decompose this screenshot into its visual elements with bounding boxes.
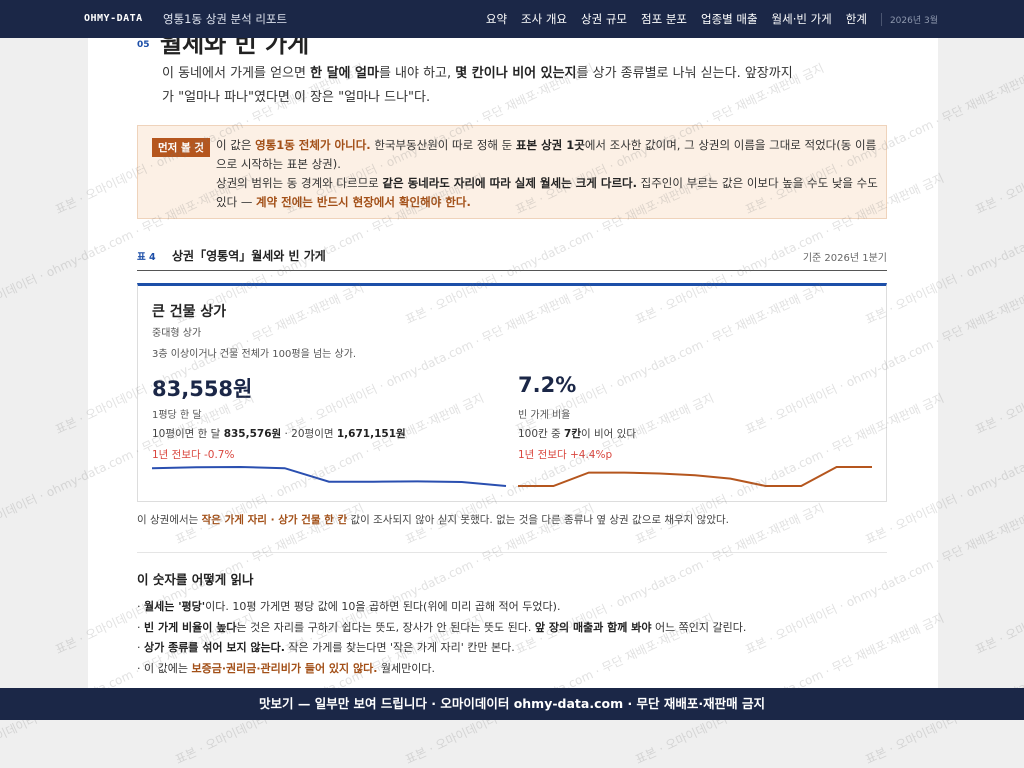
text: 몇 칸이나 비어 있는지 [455,66,577,81]
guide-title: 이 숫자를 어떻게 읽나 [137,572,254,587]
card-desc: 3층 이상이거나 건물 전체가 100평을 넘는 상가. [152,349,357,360]
text: 835,576원 [223,428,282,440]
trend-line [518,466,872,487]
rent-value: 83,558원 [152,377,253,401]
sparklines [151,465,872,487]
text: 를 상가 종류별로 나눠 싣는다. 앞장까지가 "얼마나 파나"였다면 이 장은… [162,66,793,105]
intro: 이 동네에서 가게를 얻으면 한 달에 얼마를 내야 하고, 몇 칸이나 비어 … [162,62,802,110]
guide-item: · 이 값에는 보증금·권리금·관리비가 들어 있지 않다. 월세만이다. [137,659,887,680]
nav-items: 요약 조사 개요 상권 규모 점포 분포 업종별 매출 월세·빈 가게 한계 2026년 3월 [486,11,938,27]
text: 이다. 10평 가게면 평당 값에 10을 곱하면 된다(위에 미리 곱해 적어… [205,600,561,613]
guide-item: · 월세는 '평당'이다. 10평 가게면 평당 값에 10을 곱하면 된다(위… [137,597,887,618]
vacancy-value: 7.2% [518,373,577,397]
text: 이 동네에서 가게를 얻으면 [162,66,311,81]
nav-item[interactable]: 상권 규모 [581,12,627,26]
text: 집주인이 부르는 값은 이보다 높을 수도 낮을 수도 있다 — [216,176,878,209]
divider [137,552,887,553]
nav-item[interactable]: 요약 [485,12,508,26]
text: 1,671,151원 [336,428,406,440]
text: 빈 가게 비율이 높다 [144,620,237,634]
rent-label: 1평당 한 달 [152,410,202,421]
watermark: 표본 · 오마이데이터 · ohmy-data.com · 무단 재배포·재판매… [973,501,1024,657]
text: 계약 전에는 반드시 현장에서 확인해야 한다. [255,195,471,209]
text: 한 달에 얼마 [310,66,379,81]
sheet [88,0,938,720]
text: 월세는 '평당' [144,600,206,613]
text: 어느 쪽인지 갈린다. [651,620,747,634]
text: 작은 가게 자리 · 상가 건물 한 칸 [201,514,348,526]
text: 상권의 범위는 동 경계와 다르므로 [216,176,383,190]
text: · 이 값에는 [137,661,192,675]
section-number: 05 [137,40,150,50]
text: 를 내야 하고, [378,66,456,81]
text: 월세만이다. [377,661,436,675]
notice-line: 이 값은 영통1동 전체가 아니다. 한국부동산원이 따로 정해 둔 표본 상권… [216,136,880,174]
text: 값이 조사되지 않아 싣지 못했다. 없는 것을 다른 종류나 옆 상권 값으로… [347,514,729,526]
text: 상가 종류를 섞어 보지 않는다. [144,641,285,654]
trend-line [151,465,507,487]
text: · [137,620,144,634]
rule [137,270,887,271]
text: 는 것은 자리를 구하기 쉽다는 뜻도, 장사가 안 된다는 뜻도 된다. [236,620,535,634]
brand[interactable]: OHMY-DATA [84,13,143,24]
badge: 먼저 볼 것 [152,138,210,157]
notice-line: 상권의 범위는 동 경계와 다르므로 같은 동네라도 자리에 따라 실제 월세는… [216,174,880,212]
nav-item[interactable]: 점포 분포 [641,12,687,26]
text: 앞 장의 매출과 함께 봐야 [534,620,652,634]
nav-item[interactable]: 한계 [845,12,867,26]
card-title: 큰 건물 상가 [152,304,227,320]
text: · [137,641,144,654]
nav-item[interactable]: 조사 개요 [521,12,568,26]
text: 한국부동산원이 따로 정해 둔 [370,138,516,152]
report-title: 영통1동 상권 분석 리포트 [163,12,288,26]
text: 표본 상권 1곳 [515,138,585,152]
top-nav: OHMY-DATA 영통1동 상권 분석 리포트 요약 조사 개요 상권 규모 점포 … [0,0,1024,38]
table-title: 상권「영통역」월세와 빈 가게 [172,249,326,263]
vacancy-change: 1년 전보다 +4.4%p [518,449,613,461]
text: 작은 가게를 찾는다면 '작은 가게 자리' 칸만 본다. [284,641,515,654]
text: 같은 동네라도 자리에 따라 실제 월세는 크게 다르다. [382,176,637,190]
vacancy-label: 빈 가게 비율 [518,410,571,421]
text: 이 상권에서는 [137,514,202,526]
preview-banner: 맛보기 — 일부만 보여 드립니다 · 오마이데이터 ohmy-data.com… [0,688,1024,720]
text: 이 비어 있다 [581,428,636,440]
text: 에서 조사한 값이며, 그 상권의 이름을 그대로 적었다(동 이름으로 시작하… [216,138,877,171]
guide-list: · 월세는 '평당'이다. 10평 가게면 평당 값에 10을 곱하면 된다(위… [137,597,887,679]
rent-detail: 10평이면 한 달 835,576원 · 20평이면 1,671,151원 [152,426,406,441]
text: 10평이면 한 달 [152,428,224,440]
text: 영통1동 전체가 아니다. [255,138,371,152]
text: 7칸 [564,428,582,440]
guide-item: · 상가 종류를 섞어 보지 않는다. 작은 가게를 찾는다면 '작은 가게 자… [137,638,887,659]
notice: 먼저 볼 것 이 값은 영통1동 전체가 아니다. 한국부동산원이 따로 정해 … [137,125,887,219]
vacancy-detail: 100칸 중 7칸이 비어 있다 [518,426,636,441]
watermark: 표본 · 오마이데이터 · ohmy-data.com · 무단 재배포·재판매… [973,281,1024,437]
text: · [137,600,144,613]
nav-item[interactable]: 업종별 매출 [700,12,758,26]
text: 보증금·권리금·관리비가 들어 있지 않다. [191,661,378,675]
card: 큰 건물 상가 중대형 상가 3층 이상이거나 건물 전체가 100평을 넘는 … [137,283,887,502]
text: 이 값은 [216,138,256,152]
text: · 20평이면 [281,428,337,440]
text: 100칸 중 [518,428,565,440]
footnote: 이 상권에서는 작은 가게 자리 · 상가 건물 한 칸 값이 조사되지 않아 … [137,512,897,527]
nav-item[interactable]: 월세·빈 가게 [771,12,832,26]
nav-date: 2026년 3월 [880,12,938,26]
rent-change: 1년 전보다 -0.7% [152,449,235,461]
table-label: 표 4 [137,252,156,263]
watermark: 표본 · 오마이데이터 · ohmy-data.com · 무단 재배포·재판매… [973,61,1024,217]
guide-item: · 빈 가게 비율이 높다는 것은 자리를 구하기 쉽다는 뜻도, 장사가 안 … [137,618,887,639]
card-subtitle: 중대형 상가 [152,328,202,339]
notice-text: 이 값은 영통1동 전체가 아니다. 한국부동산원이 따로 정해 둔 표본 상권… [216,136,880,212]
table-basis: 기준 2026년 1분기 [802,253,887,264]
